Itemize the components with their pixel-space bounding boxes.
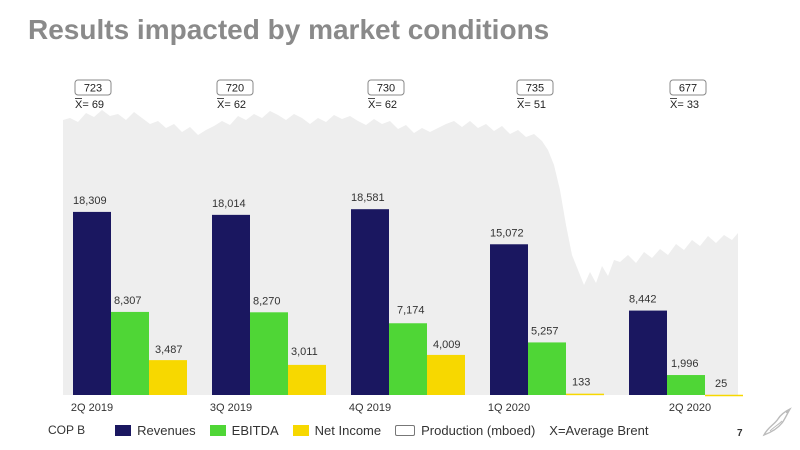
production-value: 730 <box>377 83 395 95</box>
bar-revenues <box>351 209 389 395</box>
bar-revenues <box>73 211 111 395</box>
legend-label-net-income: Net Income <box>314 422 382 438</box>
data-label: 4,009 <box>433 339 461 351</box>
data-label: 8,270 <box>253 295 281 307</box>
bar-revenues <box>490 244 528 395</box>
bar-net-income <box>705 394 743 397</box>
legend-item-ebitda: EBITDA <box>209 422 279 438</box>
data-label: 5,257 <box>531 325 559 337</box>
legend-swatch-net-income <box>292 424 309 436</box>
average-brent-value: X= 51 <box>517 99 546 111</box>
data-label: 3,487 <box>155 344 183 356</box>
bar-ebitda <box>111 311 149 395</box>
legend-label-ebitda: EBITDA <box>231 422 279 438</box>
data-label: 133 <box>572 377 590 389</box>
page-title: Results impacted by market conditions <box>28 14 550 45</box>
bar-ebitda <box>528 342 566 395</box>
bar-ebitda <box>667 375 705 395</box>
legend-swatch-production <box>395 424 416 436</box>
legend-swatch-ebitda <box>209 424 226 436</box>
results-chart: 723 X= 69 720 X= 62 730 X= 62 735 X= 51 677 X= 33… <box>63 79 743 414</box>
company-logo-icon <box>762 407 792 437</box>
legend-item-production: Production (mboed) <box>395 423 535 438</box>
x-tick-label: 2Q 2019 <box>71 402 113 414</box>
data-label: 25 <box>715 378 727 390</box>
legend-item-revenues: Revenues <box>115 423 196 438</box>
bar-net-income <box>566 393 604 396</box>
data-label: 8,442 <box>629 294 657 306</box>
page-number: 7 <box>737 428 743 439</box>
legend-label-production: Production (mboed) <box>421 422 536 438</box>
production-box <box>216 79 254 96</box>
bar-net-income <box>149 360 187 395</box>
average-brent-value: X= 62 <box>217 99 246 111</box>
data-label: 18,581 <box>351 192 385 204</box>
legend-label-brent: X=Average Brent <box>549 422 649 438</box>
x-tick-label: 1Q 2020 <box>488 402 530 414</box>
bar-revenues <box>212 214 250 395</box>
bar-net-income <box>288 364 326 395</box>
data-label: 15,072 <box>490 227 524 239</box>
x-tick-label: 2Q 2020 <box>669 402 711 414</box>
x-tick-label: 3Q 2019 <box>210 402 252 414</box>
average-brent-value: X= 69 <box>75 99 104 111</box>
x-tick-label: 4Q 2019 <box>349 402 391 414</box>
production-box <box>669 79 707 96</box>
bar-ebitda <box>389 323 427 395</box>
data-label: 3,011 <box>291 346 318 358</box>
bar-ebitda <box>250 312 288 395</box>
data-label: 1,996 <box>671 358 699 370</box>
production-value: 723 <box>84 83 102 95</box>
data-label: 7,174 <box>397 304 425 316</box>
legend-item-net-income: Net Income <box>292 422 382 438</box>
data-label: 8,307 <box>114 295 142 307</box>
data-label: 18,309 <box>73 195 107 207</box>
legend-item-brent: X=Average Brent <box>549 423 648 438</box>
bar-revenues <box>629 310 667 395</box>
legend-swatch-revenues <box>115 424 132 436</box>
average-brent-value: X= 62 <box>368 99 397 111</box>
bar-net-income <box>427 354 465 395</box>
production-box <box>367 79 405 96</box>
unit-label: COP B <box>48 423 86 437</box>
legend-label-revenues: Revenues <box>137 422 196 438</box>
data-label: 18,014 <box>212 198 246 210</box>
production-box <box>516 79 554 96</box>
production-value: 677 <box>679 83 697 95</box>
average-brent-value: X= 33 <box>670 99 699 111</box>
production-value: 720 <box>226 83 244 95</box>
production-box <box>74 79 112 96</box>
chart-legend: COP B Revenues EBITDA Net Income Product… <box>48 421 662 439</box>
production-value: 735 <box>526 83 544 95</box>
